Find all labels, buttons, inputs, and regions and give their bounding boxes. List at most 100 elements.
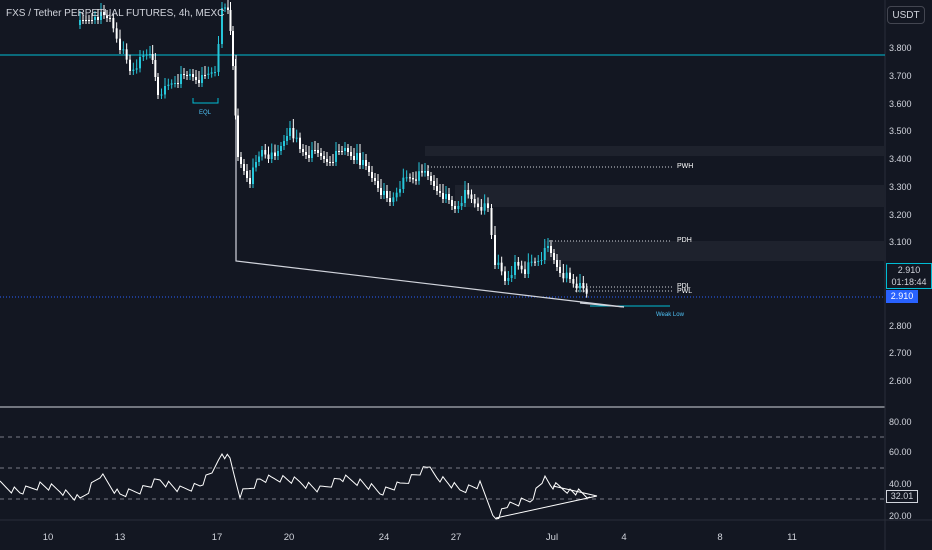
candle-body: [224, 7, 226, 9]
candle-body: [323, 156, 325, 159]
price-tick: 3.100: [889, 237, 912, 247]
time-tick: 20: [283, 532, 295, 543]
current-price-tag: 2.910: [886, 290, 918, 303]
candle-body: [246, 171, 248, 178]
candle-body: [553, 253, 555, 260]
candle-body: [547, 246, 549, 248]
candle-body: [122, 49, 125, 51]
candle-body: [149, 54, 151, 55]
candle-body: [100, 12, 102, 20]
candle-body: [543, 248, 546, 260]
time-tick: 4: [621, 532, 627, 543]
candle-body: [448, 194, 450, 200]
candle-body: [338, 151, 340, 152]
candle-body: [494, 235, 496, 265]
price-tick: 3.300: [889, 182, 912, 192]
pdh-label: PDH: [677, 237, 692, 244]
candle-body: [582, 283, 585, 289]
candle-body: [157, 77, 159, 95]
candle-body: [534, 261, 536, 263]
candle-body: [374, 178, 376, 181]
candle-body: [380, 188, 382, 195]
candle-body: [480, 207, 483, 211]
candle-body: [97, 17, 99, 20]
candle-body: [258, 156, 260, 162]
price-tick: 2.800: [889, 321, 912, 331]
candle-body: [344, 148, 346, 151]
candle-body: [510, 275, 513, 278]
candle-body: [103, 12, 105, 15]
candle-body: [565, 272, 568, 279]
price-tick: 3.800: [889, 43, 912, 53]
candle-body: [82, 20, 84, 21]
candle-countdown: 01:18:44: [891, 277, 927, 287]
candle-body: [347, 148, 349, 152]
rsi-tick: 20.00: [889, 511, 912, 521]
candle-body: [562, 273, 565, 279]
candle-body: [129, 59, 131, 71]
candle-body: [329, 162, 331, 163]
time-tick: 13: [114, 532, 126, 543]
candle-body: [192, 74, 194, 77]
price-tick: 3.700: [889, 71, 912, 81]
candle-body: [467, 190, 470, 195]
candle-body: [451, 200, 453, 206]
candle-body: [145, 54, 148, 56]
rsi-line: [0, 453, 591, 520]
candle-body: [195, 77, 197, 80]
candle-body: [170, 83, 173, 85]
candle-body: [252, 167, 254, 184]
candle-body: [359, 153, 361, 165]
chart-title: FXS / Tether PERPETUAL FUTURES, 4h, MEXC: [6, 8, 225, 19]
candle-body: [139, 57, 141, 69]
candle-body: [317, 150, 319, 153]
zone-upper: [455, 185, 885, 207]
candle-body: [320, 153, 322, 156]
candle-body: [433, 181, 435, 186]
candle-body: [335, 151, 337, 162]
candle-body: [274, 152, 276, 156]
price-tick: 2.700: [889, 348, 912, 358]
candle-body: [514, 262, 516, 275]
candle-body: [457, 206, 460, 209]
rsi-tick: 80.00: [889, 417, 912, 427]
candle-body: [151, 54, 154, 60]
candle-body: [314, 150, 316, 151]
candle-body: [579, 283, 581, 289]
candle-body: [286, 136, 288, 141]
candle-body: [119, 38, 121, 50]
currency-button[interactable]: USDT: [887, 6, 925, 24]
candle-body: [154, 60, 157, 77]
candle-body: [362, 160, 364, 165]
candle-body: [142, 55, 145, 57]
candle-body: [517, 262, 520, 266]
candle-body: [217, 44, 220, 72]
candle-body: [550, 246, 552, 253]
zone-pwh: [425, 146, 885, 156]
candle-body: [439, 191, 441, 193]
candle-body: [227, 7, 229, 10]
current-price-value: 2.910: [897, 265, 921, 275]
candle-body: [91, 20, 93, 21]
candle-body: [537, 261, 540, 262]
rsi-tick: 60.00: [889, 447, 912, 457]
time-tick: 10: [42, 532, 54, 543]
candle-body: [255, 162, 257, 168]
rsi-current-tag: 32.01: [886, 490, 918, 503]
candle-body: [243, 164, 245, 171]
candle-body: [530, 261, 533, 263]
candle-body: [326, 159, 328, 162]
candle-body: [490, 208, 493, 235]
candle-body: [415, 179, 417, 181]
candle-body: [229, 10, 232, 31]
candle-body: [377, 181, 379, 188]
candle-body: [442, 193, 444, 199]
pwh-label: PWH: [677, 163, 694, 170]
candle-body: [234, 66, 237, 116]
candle-body: [305, 152, 307, 155]
candlestick-series: [79, 0, 588, 298]
candle-body: [483, 203, 486, 211]
candle-body: [106, 15, 108, 18]
candle-body: [386, 191, 388, 198]
